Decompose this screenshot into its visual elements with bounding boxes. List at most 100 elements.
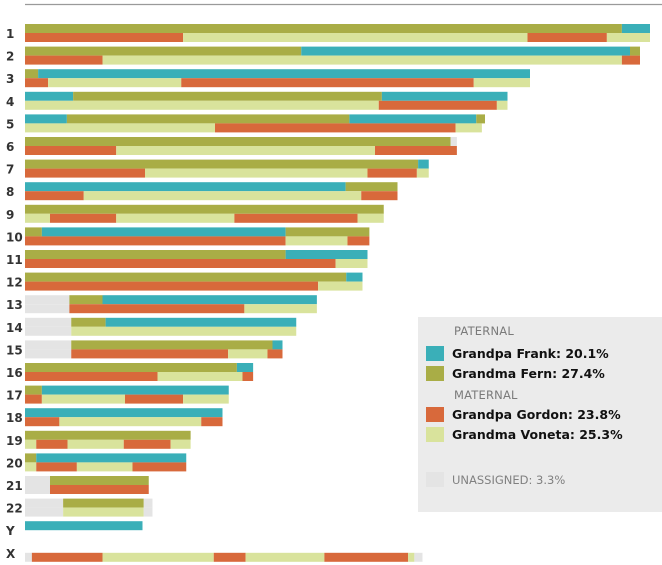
maternal-segment-gordon bbox=[25, 259, 336, 268]
chromosome-label: 4 bbox=[6, 95, 14, 109]
chromosome-4: 4 bbox=[6, 91, 508, 110]
maternal-segment-voneta bbox=[76, 462, 133, 472]
chromosome-label: 21 bbox=[6, 479, 23, 493]
chromosome-16: 16 bbox=[6, 363, 254, 381]
maternal-segment-gordon bbox=[25, 281, 319, 291]
chromosome-11: 11 bbox=[6, 250, 368, 268]
maternal-segment-gordon bbox=[201, 417, 223, 427]
maternal-segment-gordon bbox=[215, 123, 456, 133]
paternal-segment-fern bbox=[476, 114, 485, 124]
paternal-segment-frank bbox=[25, 91, 74, 101]
paternal-segment-frank bbox=[236, 363, 254, 372]
paternal-segment-fern bbox=[25, 227, 42, 237]
maternal-segment-gordon bbox=[25, 55, 103, 65]
maternal-segment-voneta bbox=[67, 439, 124, 449]
maternal-segment-voneta bbox=[63, 507, 144, 517]
maternal-segment-unassigned bbox=[414, 552, 423, 562]
maternal-segment-gordon bbox=[25, 236, 286, 246]
paternal-segment-fern bbox=[25, 204, 384, 214]
maternal-segment-gordon bbox=[69, 304, 245, 314]
chromosome-7: 7 bbox=[6, 159, 429, 178]
paternal-segment-unassigned bbox=[143, 498, 153, 508]
chromosome-label: 1 bbox=[6, 27, 14, 41]
paternal-segment-fern bbox=[630, 46, 640, 56]
maternal-segment-voneta bbox=[318, 281, 363, 291]
legend-item-unassigned: UNASSIGNED: 3.3% bbox=[426, 472, 565, 487]
chromosome-label: 2 bbox=[6, 50, 14, 64]
maternal-segment-voneta bbox=[416, 168, 429, 178]
chromosome-X: X bbox=[6, 547, 423, 562]
paternal-segment-frank bbox=[381, 91, 508, 101]
maternal-segment-voneta bbox=[25, 123, 215, 133]
maternal-segment-voneta bbox=[335, 259, 368, 268]
legend-swatch-voneta bbox=[426, 427, 444, 442]
legend-item-frank: Grandpa Frank: 20.1% bbox=[426, 346, 609, 361]
maternal-segment-voneta bbox=[25, 462, 37, 472]
maternal-segment-voneta bbox=[116, 213, 235, 223]
maternal-segment-voneta bbox=[244, 304, 317, 314]
maternal-segment-voneta bbox=[83, 191, 362, 201]
paternal-segment-fern bbox=[25, 69, 39, 79]
legend-swatch-unassigned bbox=[426, 472, 444, 487]
maternal-segment-voneta bbox=[25, 100, 379, 110]
maternal-segment-gordon bbox=[181, 78, 474, 88]
maternal-segment-gordon bbox=[25, 417, 60, 427]
maternal-segment-gordon bbox=[527, 33, 607, 42]
maternal-segment-voneta bbox=[183, 394, 229, 404]
maternal-segment-gordon bbox=[361, 191, 398, 201]
chromosome-label: 6 bbox=[6, 140, 14, 154]
chromosome-label: 22 bbox=[6, 502, 23, 516]
chromosome-21: 21 bbox=[6, 476, 149, 494]
maternal-segment-voneta bbox=[496, 100, 508, 110]
maternal-segment-voneta bbox=[157, 372, 243, 381]
paternal-segment-frank bbox=[105, 317, 297, 327]
maternal-segment-gordon bbox=[36, 439, 68, 449]
legend-label-gordon: Grandpa Gordon: 23.8% bbox=[452, 407, 621, 422]
maternal-segment-gordon bbox=[31, 552, 103, 562]
chromosome-19: 19 bbox=[6, 430, 191, 449]
maternal-segment-gordon bbox=[25, 168, 145, 178]
maternal-segment-gordon bbox=[621, 55, 640, 65]
paternal-segment-fern bbox=[73, 91, 382, 101]
paternal-segment-fern bbox=[71, 317, 106, 327]
chromosome-15: 15 bbox=[6, 340, 283, 359]
chromosome-label: 14 bbox=[6, 321, 23, 335]
paternal-segment-frank bbox=[349, 114, 477, 124]
maternal-segment-voneta bbox=[102, 552, 214, 562]
chromosome-label: 5 bbox=[6, 117, 14, 131]
legend-swatch-fern bbox=[426, 366, 444, 381]
maternal-segment-gordon bbox=[132, 462, 187, 472]
paternal-segment-unassigned bbox=[25, 476, 50, 485]
legend-item-voneta: Grandma Voneta: 25.3% bbox=[426, 427, 623, 442]
paternal-segment-fern bbox=[345, 182, 398, 192]
maternal-segment-voneta bbox=[59, 417, 202, 427]
maternal-segment-voneta bbox=[116, 146, 375, 155]
chromosome-label: 9 bbox=[6, 208, 14, 222]
maternal-segment-gordon bbox=[25, 78, 49, 88]
paternal-segment-fern bbox=[285, 227, 370, 237]
maternal-segment-gordon bbox=[123, 439, 171, 449]
paternal-segment-fern bbox=[25, 137, 451, 146]
chromosome-label: 13 bbox=[6, 298, 23, 312]
maternal-segment-gordon bbox=[324, 552, 409, 562]
maternal-segment-voneta bbox=[25, 439, 37, 449]
paternal-segment-unassigned bbox=[25, 317, 72, 327]
maternal-segment-gordon bbox=[234, 213, 358, 223]
maternal-segment-unassigned bbox=[143, 507, 153, 517]
paternal-segment-fern bbox=[25, 385, 42, 395]
paternal-segment-fern bbox=[50, 476, 149, 485]
paternal-segment-fern bbox=[25, 46, 302, 56]
chromosome-8: 8 bbox=[6, 182, 398, 201]
chromosome-label: 16 bbox=[6, 366, 23, 380]
paternal-segment-unassigned bbox=[25, 340, 72, 350]
maternal-segment-voneta bbox=[48, 78, 182, 88]
maternal-segment-voneta bbox=[455, 123, 482, 133]
maternal-segment-voneta bbox=[145, 168, 368, 178]
paternal-segment-frank bbox=[41, 227, 286, 237]
maternal-segment-voneta bbox=[25, 213, 50, 223]
maternal-segment-gordon bbox=[25, 372, 158, 381]
chromosome-label: 19 bbox=[6, 434, 23, 448]
chromosome-label: 15 bbox=[6, 343, 23, 357]
chromosome-label: 12 bbox=[6, 276, 23, 290]
chromosome-label: 10 bbox=[6, 230, 23, 244]
